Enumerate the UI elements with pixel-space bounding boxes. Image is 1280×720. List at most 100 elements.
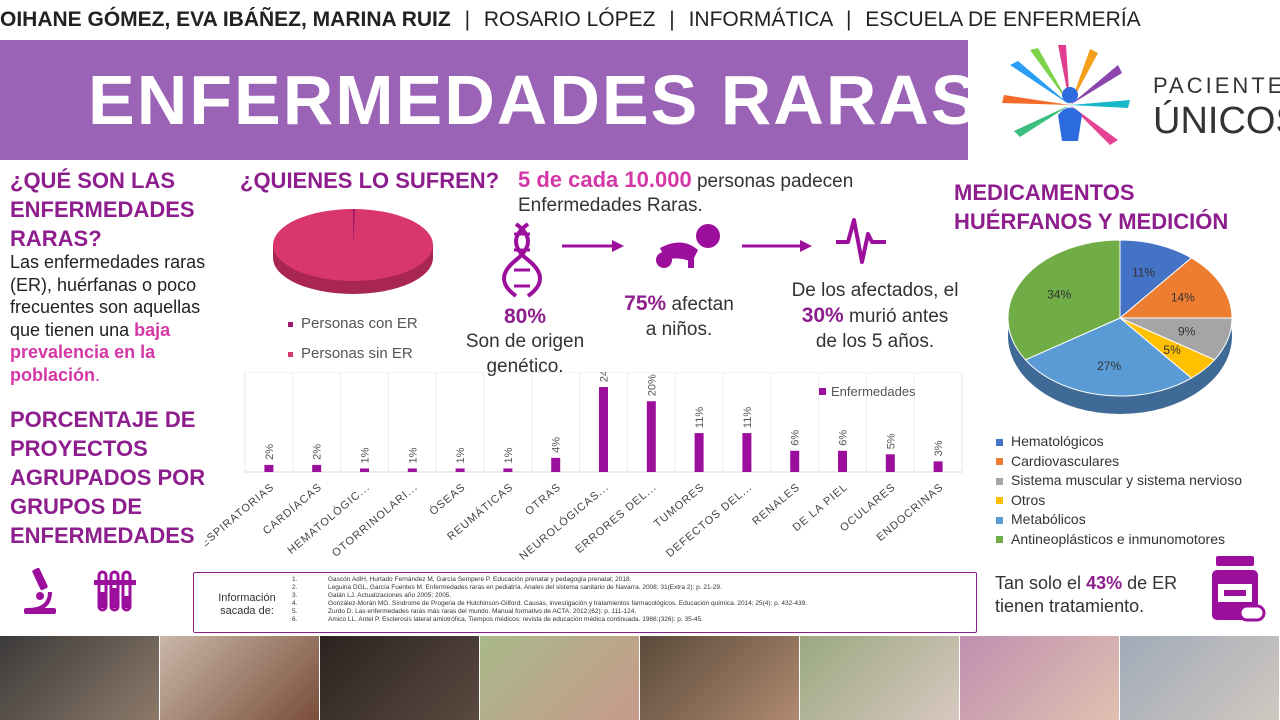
reference-number: 5. [292, 608, 298, 615]
hands-logo-icon [1002, 45, 1130, 145]
logo-text-top: PACIENTES [1153, 73, 1280, 98]
bar-data-label: 4% [551, 437, 563, 453]
bar-data-label: 1% [407, 447, 419, 463]
stat-death: De los afectados, el 30% murió antes de … [775, 278, 975, 354]
stat-prevalence: 5 de cada 10.000 personas padecen Enferm… [518, 168, 938, 218]
legend-swatch [288, 321, 293, 327]
reference-item: 2. Leguina DGL, García Fuentes M. Enferme… [292, 584, 807, 592]
legend-item: Sistema muscular y sistema nervioso [996, 471, 1242, 491]
projects-title: PORCENTAJE DE PROYECTOS AGRUPADOS POR GR… [10, 407, 206, 548]
treatment-text: Tan solo el [995, 573, 1087, 593]
stat-children-text: afectan [666, 294, 734, 315]
pie-slice [1119, 239, 1193, 320]
header-sep: | [845, 8, 852, 31]
reference-item: 4. González-Morán MG. Síndrome de Progeri… [292, 600, 807, 608]
meds-legend: Hematológicos Cardiovasculares Sistema mus… [996, 432, 1242, 549]
legend-label: Hematológicos [1011, 433, 1104, 449]
logo-text-bottom: ÚNICOS [1153, 100, 1280, 142]
arrow-right-icon [742, 240, 812, 252]
reference-text: Amico LL, Antel P. Esclerosis lateral am… [328, 616, 703, 623]
projects-bar-chart: 2%RESPIRATORIAS2%CARDÍACAS1%HEMATOLÓGIC.… [205, 372, 963, 563]
reference-item: 1. Gascón AdlH, Hurtado Fernández M, Garc… [292, 576, 807, 584]
baby-crawling-icon [656, 224, 720, 268]
legend-swatch [996, 477, 1003, 485]
bar-data-label: 2% [312, 444, 324, 460]
dna-icon [502, 222, 542, 298]
stat-children-text: a niños. [645, 319, 713, 340]
references-list: 1. Gascón AdlH, Hurtado Fernández M, Garc… [292, 576, 807, 624]
reference-item: 5. Zurdo D. Las enfermedades raras más ra… [292, 608, 807, 616]
meds-title: MEDICAMENTOS HUÉRFANOS Y MEDICIÓN [954, 178, 1228, 236]
category-label: ÓSEAS [427, 480, 468, 518]
bar [790, 450, 800, 472]
bar-data-label: 1% [360, 447, 372, 463]
bar [551, 457, 561, 472]
bar-data-label: 3% [933, 440, 945, 456]
legend-swatch [996, 458, 1003, 466]
stat-death-text: murió antes [843, 306, 949, 327]
legend-label: Antineoplásticos e inmunomotores [1011, 530, 1226, 547]
legend-label: Enfermedades [831, 384, 916, 399]
header-sep: | [669, 8, 675, 31]
bar [742, 433, 752, 472]
arrow-right-icon [562, 240, 624, 252]
reference-text: Zurdo D. Las enfermedades raras más rara… [328, 608, 637, 615]
references-box [193, 572, 977, 633]
meds-pie-chart: 11% 14% 9% 5% 27% 34% [1007, 239, 1233, 414]
medicine-bottle-icon [1212, 556, 1266, 622]
bar [407, 468, 417, 472]
title-banner [0, 40, 968, 160]
legend-label: Otros [1011, 491, 1046, 508]
pie-slice [1024, 317, 1193, 397]
legend-sin-er: Personas sin ER [288, 345, 413, 362]
reference-text: Gascón AdlH, Hurtado Fernández M, García… [328, 576, 632, 583]
reference-text: Leguina DGL, García Fuentes M. Enfermeda… [328, 584, 722, 591]
bar [933, 461, 943, 472]
treatment-text: de ER tienen tratamiento. [995, 573, 1178, 616]
test-tubes-icon [94, 570, 136, 612]
category-label: ERRORES DEL... [573, 481, 659, 556]
reference-number: 4. [292, 600, 298, 607]
reference-number: 6. [292, 616, 298, 623]
category-label: RESPIRATORIAS [205, 481, 277, 555]
bar-data-label: 1% [503, 447, 515, 463]
bar-data-label: 2% [264, 444, 276, 460]
legend-label: Personas con ER [301, 315, 418, 332]
stat-genetic: 80% Son de origen genético. [455, 304, 595, 379]
page-title: ENFERMEDADES RARAS [88, 61, 980, 139]
stat-prevalence-num: 5 de cada 10.000 [518, 167, 692, 192]
stat-children-num: 75% [624, 292, 667, 315]
meds-title-line: HUÉRFANOS Y MEDICIÓN [954, 209, 1229, 234]
legend-item: Metabólicos [996, 510, 1242, 530]
legend-con-er: Personas con ER [288, 315, 418, 332]
pie-data-label: 5% [1163, 343, 1181, 357]
bar-data-label: 5% [885, 433, 897, 449]
legend-swatch [288, 351, 293, 357]
bar [646, 401, 656, 472]
pie-slice [1118, 257, 1233, 319]
legend-item: Cardiovasculares [996, 452, 1242, 472]
legend-swatch [996, 497, 1003, 505]
pie-data-label: 9% [1178, 324, 1196, 338]
bar [360, 468, 369, 472]
treatment-stat: Tan solo el 43% de ER tienen tratamiento… [995, 572, 1205, 618]
legend-item: Hematológicos [996, 432, 1242, 452]
what-body: Las enfermedades raras (ER), huérfanas o… [10, 251, 230, 386]
pie-data-label: 27% [1097, 359, 1121, 373]
category-label: HEMATOLÓGIC... [285, 480, 373, 556]
patient-photo [480, 636, 640, 720]
references-label: Información sacada de: [218, 592, 276, 617]
legend-label: Sistema muscular y sistema nervioso [1011, 472, 1243, 488]
pie-slice-con-er [353, 209, 355, 245]
legend-swatch [996, 536, 1003, 544]
bar-data-label: 11% [742, 407, 754, 428]
meds-title-line: MEDICAMENTOS [954, 180, 1135, 205]
legend-label: Metabólicos [1011, 511, 1086, 527]
what-title: ¿QUÉ SON LAS ENFERMEDADES RARAS? [10, 168, 195, 251]
bar [455, 468, 465, 472]
patient-photo [160, 636, 320, 720]
reference-text: González-Morán MG. Síndrome de Progeria … [328, 600, 808, 607]
reference-item: 3. Galán LJ. Actualizaciones año 2005; 20… [292, 592, 807, 600]
bar [312, 464, 322, 472]
bar [838, 450, 847, 472]
